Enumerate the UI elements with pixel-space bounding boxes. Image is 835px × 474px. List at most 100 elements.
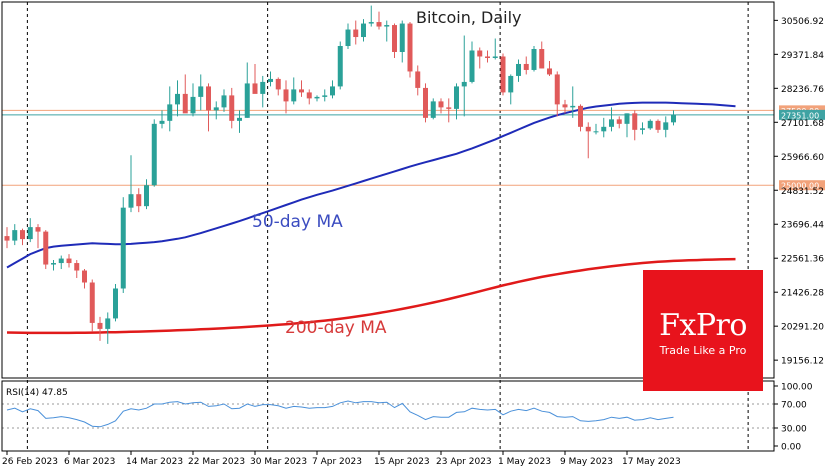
candle-body-22 xyxy=(175,93,180,105)
candle-body-38 xyxy=(299,89,304,93)
candle-body-67 xyxy=(523,63,529,70)
candle-body-74 xyxy=(578,105,583,127)
ma50-label: 50-day MA xyxy=(252,212,343,232)
candle-body-73 xyxy=(570,105,576,108)
candle-body-48 xyxy=(376,22,382,27)
ma200-label: 200-day MA xyxy=(285,318,387,338)
fxpro-logo: FxPro Trade Like a Pro xyxy=(643,270,763,391)
ma50-line xyxy=(6,101,736,269)
candle-body-34 xyxy=(268,78,273,82)
candle-body-80 xyxy=(624,113,630,124)
x-tick-label-5: 7 Apr 2023 xyxy=(312,457,362,467)
candle-body-13 xyxy=(105,318,111,329)
candle-body-5 xyxy=(43,231,49,265)
price-level-tag-2 xyxy=(779,109,825,120)
logo-name: FxPro xyxy=(659,308,747,343)
candle-body-17 xyxy=(136,194,142,207)
candle-body-11 xyxy=(89,282,95,323)
x-tick-label-8: 1 May 2023 xyxy=(498,457,551,467)
price-level-tag-1 xyxy=(779,180,825,191)
candle-body-47 xyxy=(368,22,374,24)
candle-body-16 xyxy=(128,194,134,208)
candle-body-27 xyxy=(213,107,219,111)
rsi-tick-label-3: 0.00 xyxy=(781,443,801,453)
candle-body-64 xyxy=(500,56,506,93)
candle-body-50 xyxy=(392,25,397,52)
candle-body-24 xyxy=(190,96,196,114)
candle-body-65 xyxy=(508,75,514,93)
candle-body-54 xyxy=(423,87,428,118)
candle-body-36 xyxy=(283,89,289,102)
candle-body-14 xyxy=(113,288,118,319)
y-tick-label-2: 28236.76 xyxy=(781,85,824,95)
candle-body-1 xyxy=(12,230,18,241)
candle-body-86 xyxy=(671,114,676,123)
candle-body-6 xyxy=(51,263,56,265)
candle-body-8 xyxy=(66,258,72,264)
candle-body-12 xyxy=(97,322,103,329)
candle-body-70 xyxy=(547,68,552,75)
x-tick-label-4: 30 Mar 2023 xyxy=(250,457,307,467)
rsi-line xyxy=(6,400,674,428)
candle-body-39 xyxy=(306,92,312,99)
candle-body-55 xyxy=(430,101,436,118)
x-tick-label-10: 17 May 2023 xyxy=(622,457,681,467)
x-tick-label-3: 22 Mar 2023 xyxy=(188,457,245,467)
candle-body-33 xyxy=(260,81,266,94)
x-tick-label-2: 14 Mar 2023 xyxy=(126,457,183,467)
candle-body-40 xyxy=(314,96,320,99)
candle-body-45 xyxy=(353,29,359,38)
main-panel-frame xyxy=(1,1,775,379)
candle-body-76 xyxy=(593,131,599,133)
candle-body-30 xyxy=(237,117,242,121)
price-level-label-1: 25000.00 xyxy=(781,182,819,191)
y-tick-label-0: 30506.92 xyxy=(781,17,824,27)
y-tick-label-10: 19156.12 xyxy=(781,357,824,367)
candle-body-61 xyxy=(477,50,483,57)
candle-body-41 xyxy=(322,95,328,97)
candle-body-21 xyxy=(167,104,173,121)
rsi-tick-label-1: 70.00 xyxy=(781,401,807,411)
candle-body-32 xyxy=(252,83,258,94)
candle-body-59 xyxy=(461,81,467,87)
candle-body-77 xyxy=(601,126,607,132)
candle-body-31 xyxy=(244,83,250,118)
price-level-label-2: 27351.00 xyxy=(781,111,819,120)
candle-body-44 xyxy=(345,29,351,47)
candle-body-3 xyxy=(27,227,33,240)
candle-body-49 xyxy=(384,25,390,27)
candle-body-46 xyxy=(361,23,366,38)
candle-body-57 xyxy=(446,107,452,109)
candle-body-23 xyxy=(182,93,188,114)
ma200-line xyxy=(6,257,736,335)
candle-body-7 xyxy=(58,258,64,264)
candle-body-15 xyxy=(120,207,126,289)
y-tick-label-4: 25966.60 xyxy=(781,153,824,163)
candle-body-71 xyxy=(554,74,560,105)
candle-body-72 xyxy=(562,104,568,108)
candle-body-35 xyxy=(275,78,281,90)
x-tick-label-1: 6 Mar 2023 xyxy=(64,457,115,467)
candle-body-51 xyxy=(399,23,405,52)
candle-body-28 xyxy=(221,95,227,108)
candle-body-58 xyxy=(454,86,459,109)
candle-body-42 xyxy=(330,86,335,96)
candle-body-10 xyxy=(82,270,87,283)
candle-body-9 xyxy=(74,263,80,271)
candle-body-62 xyxy=(485,56,490,58)
candle-body-0 xyxy=(4,236,10,241)
y-tick-label-1: 29371.84 xyxy=(781,51,824,61)
y-tick-label-3: 27101.68 xyxy=(781,119,824,129)
chart-title: Bitcoin, Daily xyxy=(416,8,522,27)
y-tick-label-9: 20291.20 xyxy=(781,323,824,333)
y-tick-label-7: 22561.36 xyxy=(781,255,824,265)
candle-body-85 xyxy=(663,122,669,130)
candle-body-66 xyxy=(516,63,521,76)
y-tick-label-8: 21426.28 xyxy=(781,289,824,299)
candle-body-43 xyxy=(337,46,343,87)
candle-body-60 xyxy=(469,50,475,82)
candle-body-37 xyxy=(291,89,297,102)
candle-body-68 xyxy=(531,49,537,70)
x-tick-label-7: 23 Apr 2023 xyxy=(436,457,492,467)
